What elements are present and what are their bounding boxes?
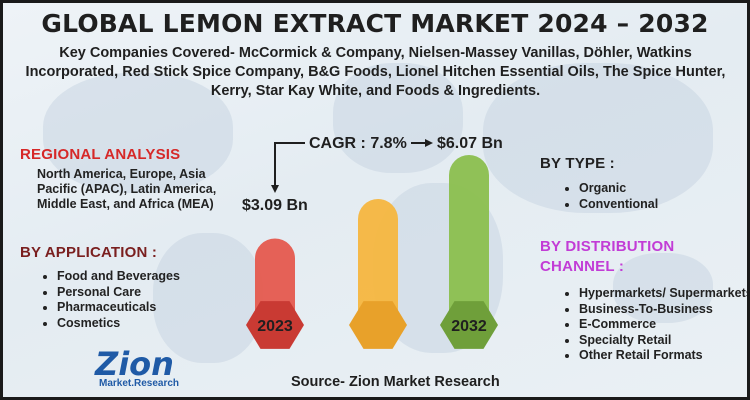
- bar-category-label: 2023: [257, 318, 293, 335]
- bar-base-middle: [349, 301, 407, 349]
- key-companies: Key Companies Covered- McCormick & Compa…: [25, 45, 726, 99]
- bar-group: 2023 2032: [246, 155, 498, 349]
- list-item: Specialty Retail: [579, 333, 747, 349]
- list-item: Cosmetics: [57, 316, 180, 332]
- source-note: Source- Zion Market Research: [291, 374, 500, 390]
- list-item: Hypermarkets/ Supermarkets: [579, 286, 747, 302]
- zion-logo: Zion Market.Research: [95, 345, 180, 389]
- start-value-label: $3.09 Bn: [242, 197, 308, 214]
- list-item: Business-To-Business: [579, 302, 747, 318]
- map-north-america: [43, 73, 233, 193]
- bar-category-label: 2032: [451, 318, 487, 335]
- map-australia: [613, 253, 713, 323]
- logo-sub-text: Market.Research: [99, 378, 180, 389]
- application-list: Food and Beverages Personal Care Pharmac…: [39, 269, 180, 331]
- distribution-heading-line2: CHANNEL :: [540, 258, 625, 275]
- map-south-america: [153, 233, 263, 363]
- logo-main-text: Zion: [95, 345, 174, 383]
- map-asia: [483, 63, 713, 213]
- growth-bar-chart: 2023 2032: [246, 139, 498, 349]
- list-item: Conventional: [579, 197, 658, 213]
- bar-base-2023: [246, 301, 304, 349]
- type-list: Organic Conventional: [561, 181, 658, 212]
- bar-2032: [449, 155, 489, 325]
- bar-middle: [358, 198, 398, 325]
- distribution-heading-line1: BY DISTRIBUTION: [540, 238, 675, 255]
- list-item: Pharmaceuticals: [57, 300, 180, 316]
- cagr-label: CAGR : 7.8%: [309, 135, 407, 152]
- regional-text: North America, Europe, Asia Pacific (APA…: [37, 167, 217, 211]
- type-heading: BY TYPE :: [540, 155, 615, 172]
- list-item: Other Retail Formats: [579, 348, 747, 364]
- distribution-heading: BY DISTRIBUTION CHANNEL :: [540, 237, 674, 277]
- page-title: GLOBAL LEMON EXTRACT MARKET 2024 – 2032: [41, 9, 709, 38]
- distribution-list: Hypermarkets/ Supermarkets Business-To-B…: [561, 286, 747, 364]
- regional-heading: REGIONAL ANALYSIS: [20, 146, 181, 163]
- map-europe: [333, 63, 463, 173]
- down-arrow-icon: [271, 142, 305, 193]
- end-value-label: $6.07 Bn: [437, 135, 503, 152]
- list-item: Food and Beverages: [57, 269, 180, 285]
- list-item: Organic: [579, 181, 658, 197]
- bar-base-2032: [440, 301, 498, 349]
- application-heading: BY APPLICATION :: [20, 244, 158, 261]
- list-item: E-Commerce: [579, 317, 747, 333]
- list-item: Personal Care: [57, 285, 180, 301]
